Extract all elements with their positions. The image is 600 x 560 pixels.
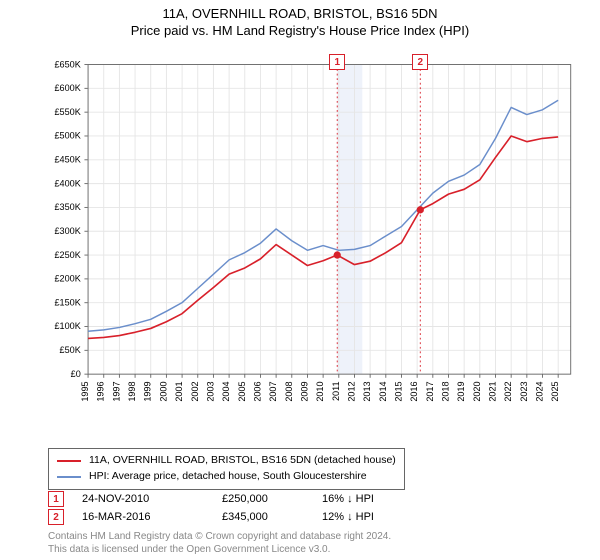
svg-text:2011: 2011 [331,381,341,401]
svg-text:2003: 2003 [205,381,215,401]
legend: 11A, OVERNHILL ROAD, BRISTOL, BS16 5DN (… [48,448,405,490]
svg-text:2015: 2015 [393,381,403,401]
sales-date: 16-MAR-2016 [82,511,222,523]
chart-plot: £0 £50K £100K £150K £200K £250K £300K £350K £400… [48,48,578,418]
sale-marker-box: 2 [412,54,428,70]
legend-label: HPI: Average price, detached house, Sout… [89,469,367,485]
svg-text:2018: 2018 [440,381,450,401]
svg-text:2016: 2016 [409,381,419,401]
svg-text:2005: 2005 [237,381,247,401]
svg-text:2024: 2024 [535,381,545,401]
sale-marker-box: 1 [329,54,345,70]
legend-box: 11A, OVERNHILL ROAD, BRISTOL, BS16 5DN (… [48,448,405,490]
svg-text:£550K: £550K [54,107,80,117]
svg-text:2013: 2013 [362,381,372,401]
svg-text:2020: 2020 [472,381,482,401]
svg-text:2019: 2019 [456,381,466,401]
legend-swatch [57,460,81,462]
svg-text:2012: 2012 [346,381,356,401]
sales-row: 1 24-NOV-2010£250,00016% ↓ HPI [48,490,422,508]
sales-diff: 12% ↓ HPI [322,511,422,523]
svg-text:2001: 2001 [174,381,184,401]
svg-text:2021: 2021 [487,381,497,401]
legend-row: 11A, OVERNHILL ROAD, BRISTOL, BS16 5DN (… [57,453,396,469]
legend-swatch [57,476,81,478]
sales-diff: 16% ↓ HPI [322,493,422,505]
svg-text:£350K: £350K [54,202,80,212]
svg-text:2025: 2025 [550,381,560,401]
footnote-line2: This data is licensed under the Open Gov… [48,543,391,556]
svg-text:2014: 2014 [378,381,388,401]
sales-date: 24-NOV-2010 [82,493,222,505]
chart-container: 11A, OVERNHILL ROAD, BRISTOL, BS16 5DN P… [0,0,600,560]
svg-text:£200K: £200K [54,274,80,284]
svg-text:1995: 1995 [80,381,90,401]
sales-price: £345,000 [222,511,322,523]
svg-text:2007: 2007 [268,381,278,401]
svg-text:2023: 2023 [519,381,529,401]
svg-text:2004: 2004 [221,381,231,401]
svg-text:2017: 2017 [425,381,435,401]
svg-text:£150K: £150K [54,297,80,307]
svg-text:2000: 2000 [158,381,168,401]
svg-text:£50K: £50K [60,345,81,355]
footnote-line1: Contains HM Land Registry data © Crown c… [48,530,391,543]
svg-text:2006: 2006 [252,381,262,401]
sales-price: £250,000 [222,493,322,505]
svg-text:1997: 1997 [111,381,121,401]
footnote: Contains HM Land Registry data © Crown c… [48,530,391,556]
chart-svg: £0 £50K £100K £150K £200K £250K £300K £350K £400… [48,48,578,418]
title-line1: 11A, OVERNHILL ROAD, BRISTOL, BS16 5DN [0,6,600,21]
svg-text:£250K: £250K [54,250,80,260]
svg-text:2010: 2010 [315,381,325,401]
svg-text:£400K: £400K [54,178,80,188]
svg-text:£300K: £300K [54,226,80,236]
svg-text:1996: 1996 [96,381,106,401]
legend-label: 11A, OVERNHILL ROAD, BRISTOL, BS16 5DN (… [89,453,396,469]
svg-text:2022: 2022 [503,381,513,401]
sales-table: 1 24-NOV-2010£250,00016% ↓ HPI 2 16-MAR-201… [48,490,422,526]
svg-text:£650K: £650K [54,59,80,69]
svg-text:1999: 1999 [143,381,153,401]
title-line2: Price paid vs. HM Land Registry's House … [0,23,600,38]
svg-text:£100K: £100K [54,321,80,331]
svg-text:1998: 1998 [127,381,137,401]
svg-text:2002: 2002 [190,381,200,401]
svg-text:£0: £0 [71,369,81,379]
sales-marker: 1 [48,491,64,507]
sales-row: 2 16-MAR-2016£345,00012% ↓ HPI [48,508,422,526]
legend-row: HPI: Average price, detached house, Sout… [57,469,396,485]
svg-text:£500K: £500K [54,131,80,141]
svg-text:2008: 2008 [284,381,294,401]
svg-text:£450K: £450K [54,155,80,165]
title-block: 11A, OVERNHILL ROAD, BRISTOL, BS16 5DN P… [0,0,600,38]
svg-text:£600K: £600K [54,83,80,93]
sales-marker: 2 [48,509,64,525]
svg-text:2009: 2009 [299,381,309,401]
